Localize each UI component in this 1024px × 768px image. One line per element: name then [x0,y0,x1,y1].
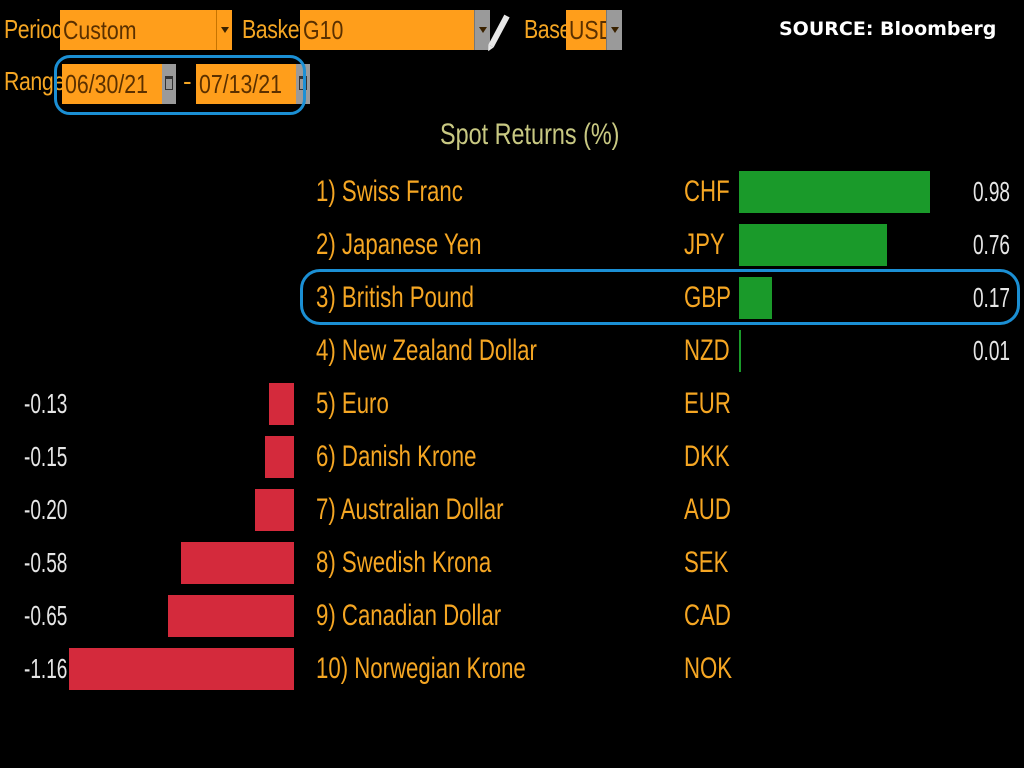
period-dropdown-icon[interactable] [216,10,232,50]
basket-select[interactable]: G10 [300,10,474,50]
base-dropdown-icon[interactable] [606,10,622,50]
currency-name: 3) British Pound [316,281,474,314]
negative-return-bar [264,436,294,478]
period-value: Custom [63,15,137,45]
currency-name: 7) Australian Dollar [316,493,504,526]
positive-return-bar [739,330,741,372]
basket-label: Basket [242,14,305,44]
currency-code: NZD [684,334,730,367]
currency-name: 1) Swiss Franc [316,175,463,208]
currency-name: 2) Japanese Yen [316,228,482,261]
return-value: -1.16 [24,653,68,684]
positive-return-bar [739,224,888,266]
period-select[interactable]: Custom [60,10,216,50]
negative-return-bar [167,595,294,637]
gbp-row-highlight-outline [300,269,1020,325]
positive-return-bar [739,277,773,319]
base-label: Base [524,14,571,44]
currency-name: 10) Norwegian Krone [316,652,526,685]
return-value: 0.98 [972,176,1010,207]
return-value: -0.15 [24,441,68,472]
range-start-calendar-icon[interactable] [162,64,176,104]
range-highlight-outline [54,55,306,115]
currency-name: 5) Euro [316,387,389,420]
negative-return-bar [68,648,294,690]
currency-code: JPY [684,228,725,261]
currency-code: CAD [684,599,731,632]
currency-name: 6) Danish Krone [316,440,477,473]
currency-code: SEK [684,546,729,579]
currency-name: 9) Canadian Dollar [316,599,502,632]
pencil-icon[interactable] [488,14,510,48]
range-end-value: 07/13/21 [199,69,282,99]
currency-code: DKK [684,440,730,473]
range-end-input[interactable]: 07/13/21 [196,64,296,104]
currency-name: 8) Swedish Krona [316,546,492,579]
currency-code: AUD [684,493,731,526]
return-value: 0.01 [972,335,1010,366]
return-value: -0.65 [24,600,68,631]
negative-return-bar [268,383,294,425]
chart-title: Spot Returns (%) [440,118,620,151]
range-start-value: 06/30/21 [65,69,148,99]
negative-return-bar [181,542,294,584]
return-value: -0.58 [24,547,68,578]
source-label: SOURCE: Bloomberg [779,18,997,40]
period-label: Period [4,14,64,44]
currency-code: GBP [684,281,731,314]
basket-value: G10 [303,15,344,45]
return-value: -0.13 [24,388,68,419]
currency-code: CHF [684,175,730,208]
base-value: USD [569,15,606,45]
basket-dropdown-icon[interactable] [474,10,490,50]
return-value: 0.76 [972,229,1010,260]
positive-return-bar [739,171,931,213]
currency-code: EUR [684,387,731,420]
range-start-input[interactable]: 06/30/21 [62,64,162,104]
currency-code: NOK [684,652,733,685]
currency-name: 4) New Zealand Dollar [316,334,537,367]
negative-return-bar [255,489,294,531]
range-separator: - [183,66,192,96]
return-value: -0.20 [24,494,68,525]
base-select[interactable]: USD [566,10,606,50]
